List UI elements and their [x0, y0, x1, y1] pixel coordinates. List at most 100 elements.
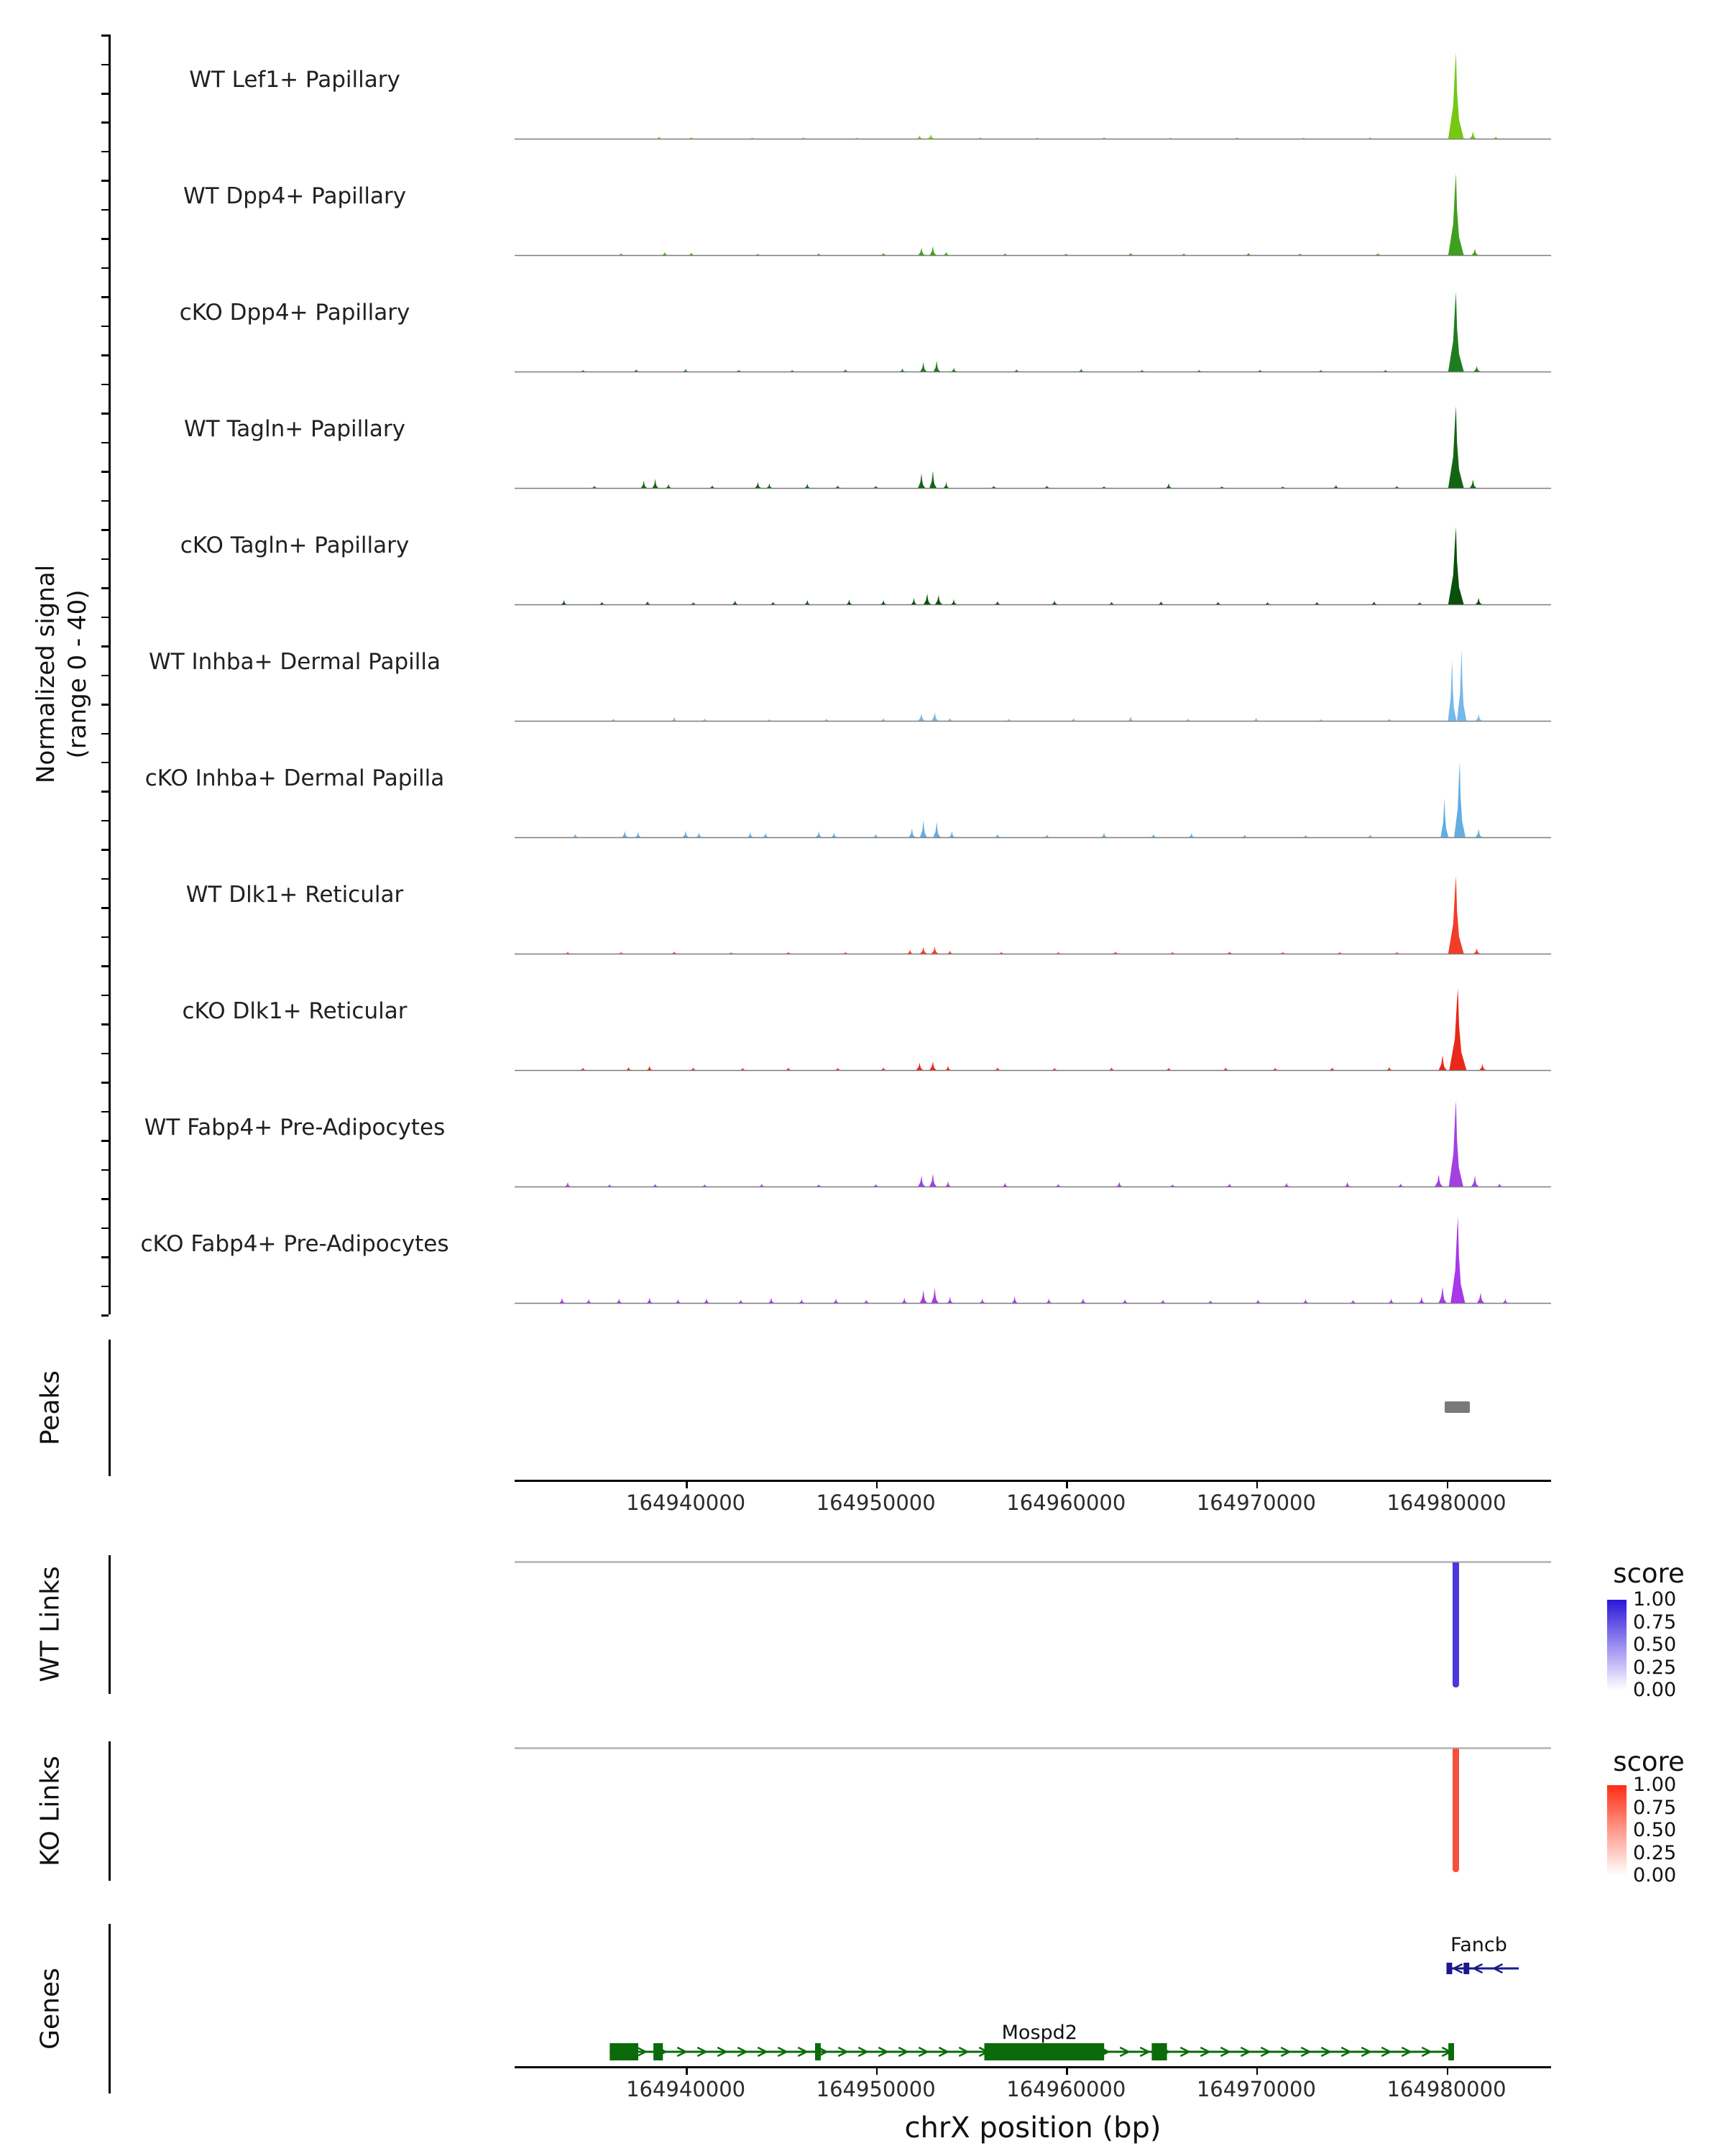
signal-peak: [1303, 1299, 1309, 1303]
signal-track-row: WT Inhba+ Dermal Papilla: [0, 607, 1725, 724]
y-axis-tick: [101, 471, 109, 473]
signal-peak: [1242, 834, 1248, 837]
signal-peak: [1113, 952, 1118, 954]
y-axis-tick: [101, 325, 109, 328]
track-signal: [515, 173, 1551, 257]
signal-peak: [1473, 366, 1481, 372]
signal-peak: [1158, 601, 1164, 604]
signal-peak: [618, 253, 624, 255]
gene-strand-arrow: [938, 2046, 949, 2058]
signal-peak: [1475, 829, 1483, 837]
y-axis-tick: [101, 1140, 109, 1142]
signal-peak: [1448, 1100, 1463, 1187]
signal-peak: [666, 484, 671, 488]
signal-peak: [1052, 600, 1058, 604]
signal-peak: [995, 601, 1000, 604]
y-axis-tick: [101, 965, 109, 967]
signal-peak: [1109, 1067, 1115, 1070]
signal-track-row: WT Lef1+ Papillary: [0, 25, 1725, 142]
signal-peak: [873, 1184, 879, 1187]
signal-peak: [943, 482, 949, 488]
track-signal: [515, 527, 1551, 606]
x-axis-tick-label: 164960000: [1006, 1491, 1126, 1515]
signal-peak: [1071, 718, 1077, 721]
legend-tick-label: 0.50: [1633, 1819, 1677, 1841]
signal-peak: [1189, 833, 1195, 837]
signal-peak: [933, 822, 941, 837]
signal-peak: [816, 1184, 822, 1187]
gene-exon: [1463, 1963, 1470, 1974]
signal-peak: [740, 1068, 746, 1070]
signal-peak: [1454, 762, 1466, 837]
signal-peak: [647, 1066, 653, 1070]
signal-peak: [929, 246, 937, 255]
ko-score-legend-gradient: [1607, 1785, 1627, 1876]
x-axis-title: chrX position (bp): [904, 2111, 1162, 2145]
y-axis-tick: [101, 1256, 109, 1258]
signal-peak: [1314, 602, 1320, 604]
signal-peak: [580, 369, 586, 372]
legend-tick-label: 0.50: [1633, 1634, 1677, 1656]
signal-peak: [935, 594, 943, 604]
x-axis-tick-label: 164950000: [816, 2077, 936, 2101]
y-axis-tick: [101, 354, 109, 356]
signal-peak: [804, 484, 811, 488]
signal-peak: [833, 1299, 839, 1303]
y-axis-tick: [101, 877, 109, 880]
y-axis-tick: [101, 63, 109, 65]
y-axis-tick: [101, 819, 109, 822]
gene-exon: [1448, 2043, 1454, 2060]
wt-link-line: [1453, 1562, 1460, 1687]
y-axis-tick: [101, 791, 109, 793]
signal-peak: [907, 949, 913, 954]
signal-peak: [949, 831, 955, 837]
signal-peak: [662, 252, 668, 255]
signal-peak: [1419, 1296, 1425, 1303]
gene-strand-arrow: [1401, 2046, 1412, 2058]
y-axis-tick: [101, 383, 109, 386]
y-axis-tick: [101, 1110, 109, 1113]
signal-peak: [880, 1067, 886, 1070]
signal-peak: [1280, 952, 1286, 954]
signal-peak: [728, 952, 735, 954]
signal-peak: [1493, 137, 1499, 139]
signal-axis-bracket: [101, 34, 111, 1317]
signal-peak: [1394, 952, 1400, 954]
gene-strand-arrow: [1340, 2046, 1352, 2058]
signal-peak: [616, 1299, 622, 1303]
signal-peak: [1227, 952, 1233, 954]
x-axis-tick: [1446, 1482, 1448, 1488]
legend-tick-label: 0.75: [1633, 1796, 1677, 1819]
gene-strand-arrow: [797, 2046, 809, 2058]
gene-strand-arrow: [1200, 2046, 1211, 2058]
signal-peak: [766, 483, 773, 488]
signal-peak: [1386, 1067, 1392, 1070]
signal-peak: [847, 599, 852, 604]
signal-peak: [1337, 952, 1343, 954]
signal-peak: [1389, 1299, 1394, 1303]
track-signal: [515, 1100, 1551, 1188]
gene-strand-arrow: [777, 2046, 788, 2058]
signal-peak: [799, 1299, 805, 1303]
signal-peak: [1438, 1286, 1447, 1303]
signal-peak: [1169, 952, 1176, 954]
x-axis-tick: [1066, 2068, 1068, 2075]
y-axis-tick: [101, 529, 109, 531]
signal-peak: [1398, 1183, 1404, 1187]
signal-peak: [842, 369, 849, 372]
y-axis-tick: [101, 907, 109, 909]
gene-strand-arrow: [636, 2046, 648, 2058]
signal-peak: [736, 369, 742, 372]
y-axis-tick: [101, 180, 109, 182]
signal-peak: [1330, 1067, 1335, 1070]
signal-peak: [931, 712, 939, 721]
gene-strand-arrow: [898, 2046, 909, 2058]
y-axis-tick: [101, 1023, 109, 1026]
signal-peak: [1265, 602, 1271, 604]
signal-peak: [1246, 252, 1251, 255]
signal-peak: [1046, 1299, 1052, 1303]
ko-links-baseline: [515, 1747, 1551, 1749]
signal-peak: [947, 1296, 953, 1303]
signal-peak: [689, 252, 694, 255]
gene-exon: [610, 2043, 638, 2060]
